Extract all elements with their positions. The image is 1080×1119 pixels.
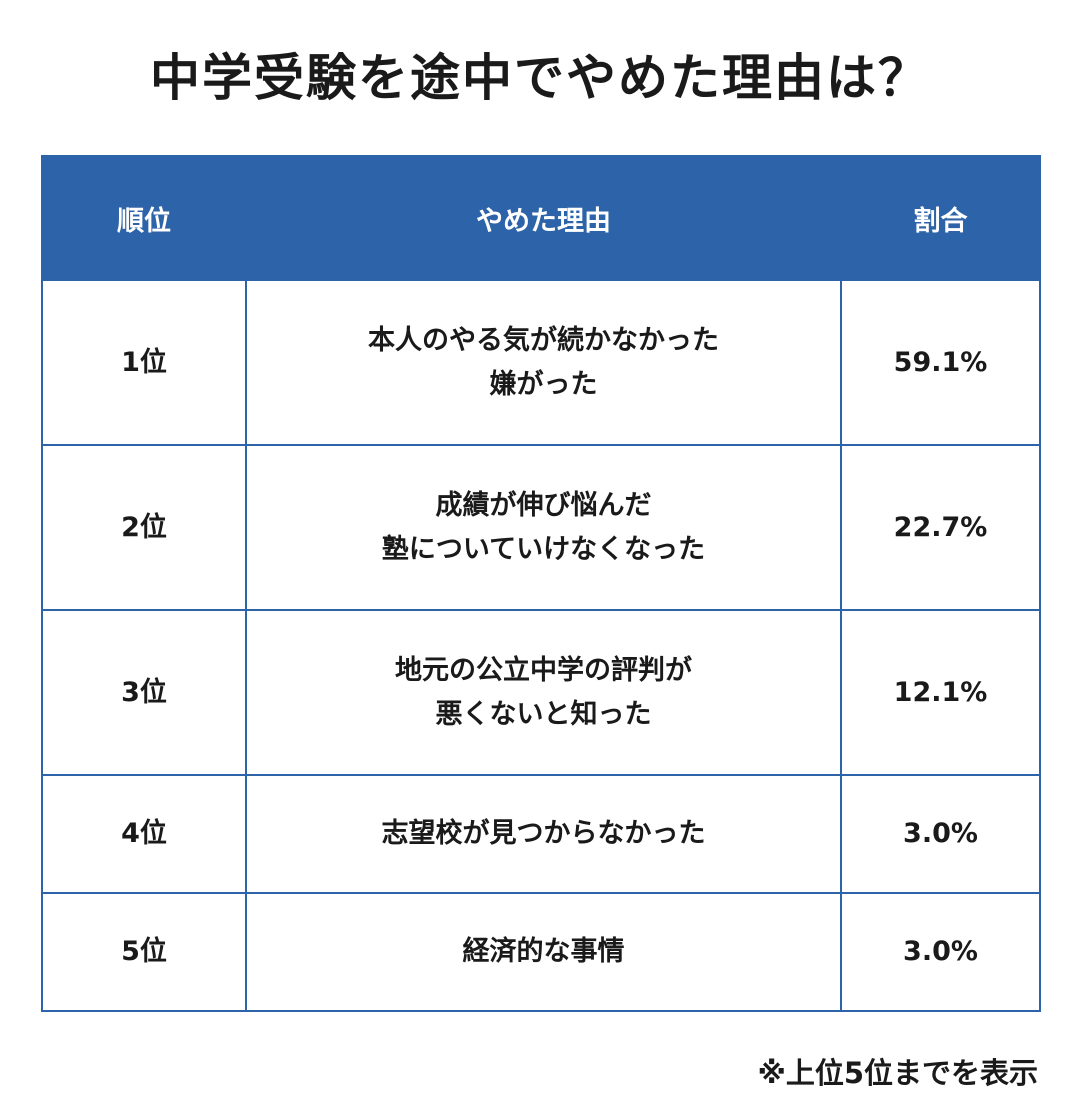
- reason-line: 本人のやる気が続かなかった: [368, 324, 719, 356]
- table-row: 1位 本人のやる気が続かなかった 嫌がった 59.1%: [41, 279, 1041, 446]
- footnote: ※上位5位までを表示: [757, 1056, 1038, 1090]
- reason-cell: 経済的な事情: [245, 892, 842, 1012]
- rank-cell: 4位: [41, 774, 247, 894]
- table-row: 3位 地元の公立中学の評判が 悪くないと知った 12.1%: [41, 609, 1041, 776]
- header-reason: やめた理由: [245, 155, 842, 281]
- reason-cell: 地元の公立中学の評判が 悪くないと知った: [245, 609, 842, 776]
- table-header-row: 順位 やめた理由 割合: [41, 155, 1041, 281]
- rank-cell: 5位: [41, 892, 247, 1012]
- reason-line: 地元の公立中学の評判が: [395, 654, 692, 686]
- header-rank: 順位: [41, 155, 247, 281]
- reason-line: 塾についていけなくなった: [381, 533, 706, 565]
- table-row: 5位 経済的な事情 3.0%: [41, 892, 1041, 1012]
- share-cell: 22.7%: [840, 444, 1041, 611]
- reason-line: 成績が伸び悩んだ: [435, 489, 652, 521]
- header-share: 割合: [840, 155, 1041, 281]
- reason-line: 嫌がった: [489, 368, 598, 400]
- reason-cell: 成績が伸び悩んだ塾についていけなくなった: [245, 444, 842, 611]
- share-cell: 3.0%: [840, 892, 1041, 1012]
- reason-cell: 本人のやる気が続かなかった 嫌がった: [245, 279, 842, 446]
- reason-line: 悪くないと知った: [435, 698, 652, 730]
- share-cell: 59.1%: [840, 279, 1041, 446]
- rank-cell: 1位: [41, 279, 247, 446]
- share-cell: 12.1%: [840, 609, 1041, 776]
- rank-cell: 2位: [41, 444, 247, 611]
- table-row: 2位 成績が伸び悩んだ塾についていけなくなった 22.7%: [41, 444, 1041, 611]
- page-title: 中学受験を途中でやめた理由は？: [150, 49, 930, 107]
- reason-cell: 志望校が見つからなかった: [245, 774, 842, 894]
- table-row: 4位 志望校が見つからなかった 3.0%: [41, 774, 1041, 894]
- share-cell: 3.0%: [840, 774, 1041, 894]
- rank-cell: 3位: [41, 609, 247, 776]
- reasons-table: 順位 やめた理由 割合 1位 本人のやる気が続かなかった 嫌がった 59.1% 2…: [41, 155, 1041, 1012]
